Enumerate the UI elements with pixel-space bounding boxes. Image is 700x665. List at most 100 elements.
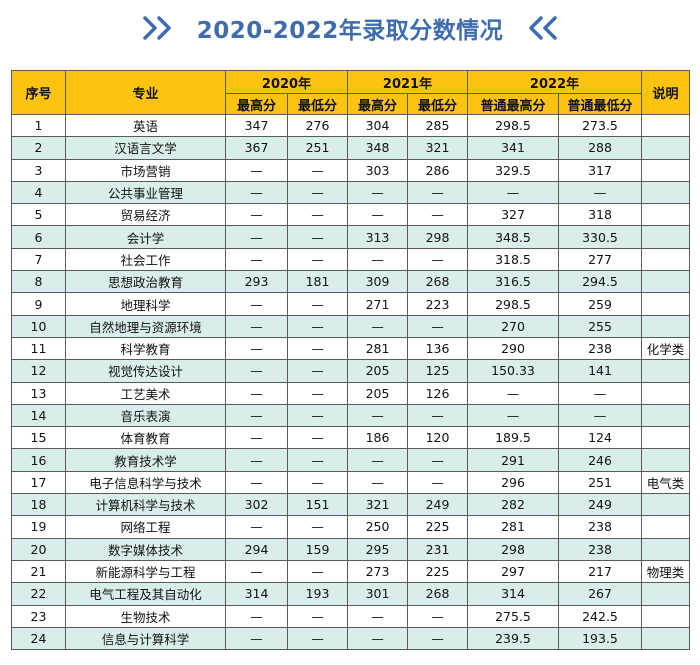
cell-2021-min: 285 (407, 113, 468, 138)
cell-2021-min: 126 (407, 381, 468, 405)
cell-note (641, 426, 690, 450)
cell-2021-max: — (347, 403, 408, 428)
cell-2020-min: — (287, 292, 348, 316)
cell-note (641, 359, 690, 383)
cell-2021-max: 348 (347, 136, 408, 160)
cell-note (641, 270, 690, 294)
cell-2021-min: 249 (407, 493, 468, 517)
cell-2021-min: — (407, 470, 468, 495)
cell-2022-common-min: 273.5 (558, 113, 642, 138)
cell-2022-common-min: 141 (558, 359, 642, 383)
cell-index: 2 (11, 136, 66, 160)
cell-2020-max: — (225, 247, 288, 272)
cell-2022-common-min: 255 (558, 314, 642, 338)
table-row: 9 地理科学 — —271 223 298.5 259 (11, 292, 690, 316)
table-row: 17 电子信息科学与技术 — — — —296 251 电气类 (11, 470, 690, 495)
cell-2021-min: 225 (407, 559, 468, 584)
cell-note (641, 113, 690, 138)
cell-major: 公共事业管理 (65, 180, 226, 205)
cell-2020-min: — (287, 515, 348, 539)
table-row: 6 会计学 — —313 298 348.5 330.5 (11, 225, 690, 249)
cell-major: 教育技术学 (65, 448, 226, 472)
cell-2020-max: — (225, 470, 288, 495)
cell-note (641, 448, 690, 472)
cell-note (641, 493, 690, 517)
cell-index: 22 (11, 582, 66, 606)
cell-2020-max: — (225, 225, 288, 249)
cell-note (641, 247, 690, 272)
cell-index: 16 (11, 448, 66, 472)
table-row: 10 自然地理与资源环境 — — — —270 255 (11, 314, 690, 338)
cell-2022-common-max: 341 (467, 136, 559, 160)
cell-2022-common-max: 314 (467, 582, 559, 606)
cell-2021-min: — (407, 180, 468, 205)
cell-index: 9 (11, 292, 66, 316)
cell-2022-common-min: 124 (558, 426, 642, 450)
cell-index: 15 (11, 426, 66, 450)
cell-2022-common-max: 348.5 (467, 225, 559, 249)
cell-2021-max: — (347, 180, 408, 205)
cell-note (641, 515, 690, 539)
cell-note (641, 537, 690, 561)
cell-2022-common-max: 297 (467, 559, 559, 584)
cell-2021-max: — (347, 448, 408, 472)
table-row: 23 生物技术 — — — —275.5 242.5 (11, 604, 690, 628)
header-2022: 2022年 (467, 70, 642, 94)
cell-2020-min: 151 (287, 493, 348, 517)
cell-2021-min: 231 (407, 537, 468, 561)
cell-2021-max: 205 (347, 359, 408, 383)
cell-2021-max: — (347, 247, 408, 272)
cell-2022-common-min: 242.5 (558, 604, 642, 628)
cell-2022-common-min: 238 (558, 515, 642, 539)
cell-2022-common-max: 327 (467, 203, 559, 227)
cell-2020-min: — (287, 448, 348, 472)
cell-2020-min: — (287, 158, 348, 182)
cell-2021-max: 303 (347, 158, 408, 182)
table-row: 4 公共事业管理 — — — — — — (11, 180, 690, 205)
cell-2022-common-min: — (558, 180, 642, 205)
cell-2022-common-max: — (467, 403, 559, 428)
cell-2021-max: 250 (347, 515, 408, 539)
page-title: 2020-2022年录取分数情况 (196, 18, 504, 44)
cell-2022-common-max: 281 (467, 515, 559, 539)
cell-index: 17 (11, 470, 66, 495)
cell-2020-min: — (287, 403, 348, 428)
cell-2022-common-max: — (467, 381, 559, 405)
cell-major: 数字媒体技术 (65, 537, 226, 561)
cell-2020-min: — (287, 381, 348, 405)
cell-2020-max: — (225, 626, 288, 651)
cell-2020-max: — (225, 559, 288, 584)
cell-2021-min: 223 (407, 292, 468, 316)
table-row: 5 贸易经济 — — — —327 318 (11, 203, 690, 227)
cell-2021-max: — (347, 203, 408, 227)
cell-2021-max: — (347, 604, 408, 628)
cell-2022-common-max: 296 (467, 470, 559, 495)
cell-2021-min: 268 (407, 582, 468, 606)
cell-2020-min: — (287, 203, 348, 227)
cell-major: 英语 (65, 113, 226, 138)
cell-2022-common-max: 298.5 (467, 292, 559, 316)
table-row: 1 英语 347 276 304 285 298.5 273.5 (11, 113, 690, 138)
header-major: 专业 (65, 70, 226, 115)
cell-index: 13 (11, 381, 66, 405)
cell-index: 6 (11, 225, 66, 249)
cell-2021-max: 273 (347, 559, 408, 584)
cell-2021-min: — (407, 247, 468, 272)
cell-note (641, 604, 690, 628)
cell-2020-max: 314 (225, 582, 288, 606)
cell-index: 8 (11, 270, 66, 294)
cell-note (641, 626, 690, 651)
table-row: 3 市场营销 — —303 286 329.5 317 (11, 158, 690, 182)
cell-2022-common-min: 193.5 (558, 626, 642, 651)
cell-2022-common-max: 329.5 (467, 158, 559, 182)
cell-2021-min: 225 (407, 515, 468, 539)
cell-index: 23 (11, 604, 66, 628)
cell-major: 地理科学 (65, 292, 226, 316)
cell-major: 贸易经济 (65, 203, 226, 227)
cell-2020-max: — (225, 515, 288, 539)
cell-index: 12 (11, 359, 66, 383)
table-row: 2 汉语言文学 367 251 348 321 341 288 (11, 136, 690, 160)
cell-2020-max: — (225, 203, 288, 227)
cell-2021-min: 321 (407, 136, 468, 160)
cell-index: 4 (11, 180, 66, 205)
